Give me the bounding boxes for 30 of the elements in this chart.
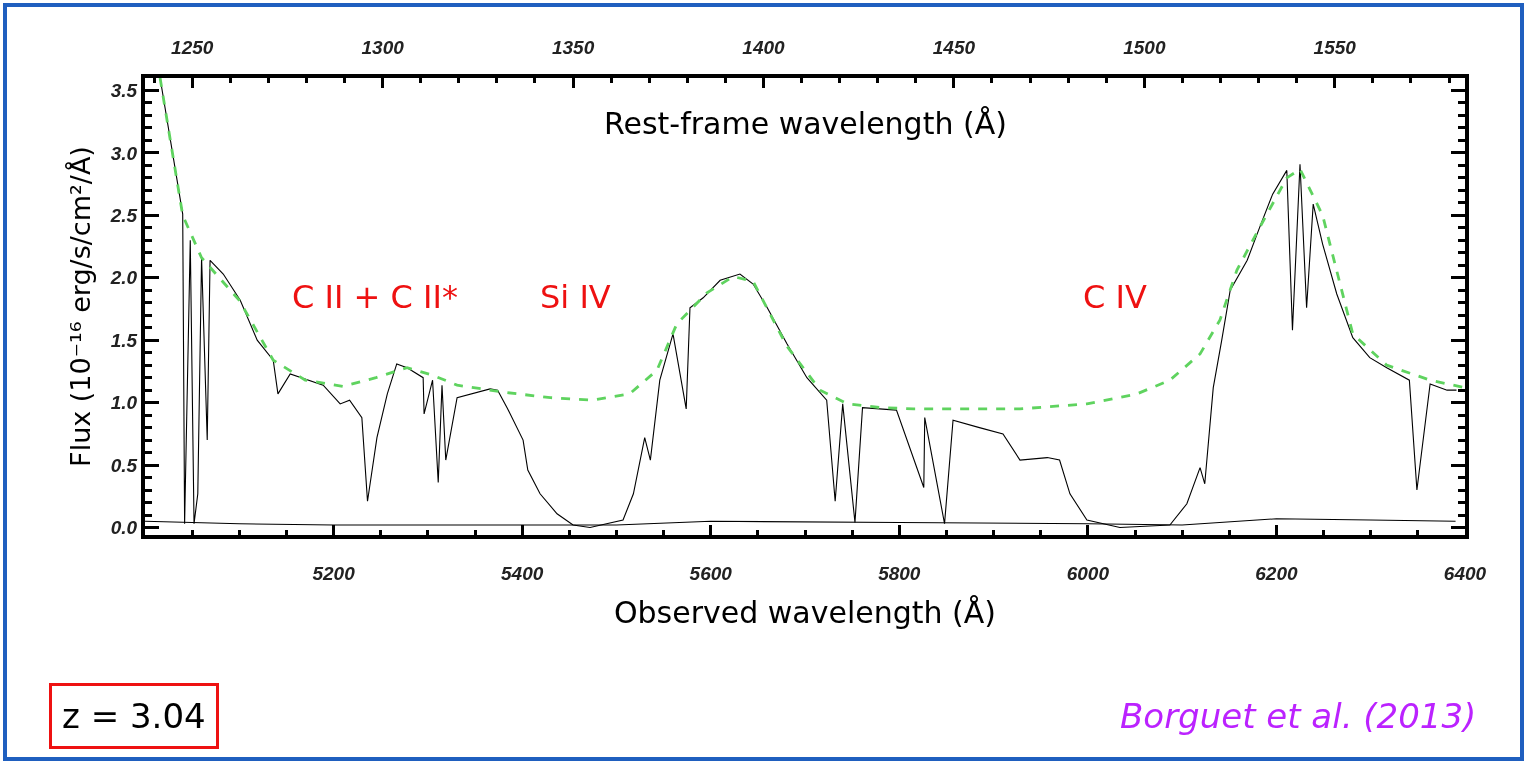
x-axis-title: Observed wavelength (Å): [613, 594, 997, 630]
y-axis-title: Flux (10⁻¹⁶ erg/s/cm²/Å): [65, 146, 97, 467]
x2-tick-label: 1550: [1313, 37, 1357, 59]
text: Borguet et al. (2013): [1120, 696, 1477, 736]
x-tick-label: 5800: [878, 562, 921, 584]
x2-tick-label: 1450: [932, 37, 976, 59]
x-tick-label: 5600: [689, 562, 733, 584]
x2-tick-label: 1500: [1123, 37, 1166, 59]
y-tick-label: 1.0: [110, 392, 138, 414]
x2-tick-label: 1250: [171, 37, 214, 59]
x2-axis-title: Rest-frame wavelength (Å): [604, 106, 1007, 141]
y-tick-label: 3.0: [110, 142, 138, 164]
y-tick-label: 0.0: [110, 517, 138, 539]
y-tick-label: 0.5: [110, 454, 138, 476]
y-tick-label: 1.5: [110, 329, 138, 351]
x2-tick-label: 1300: [361, 37, 405, 59]
x2-tick-label: 1400: [742, 37, 786, 59]
annotation: Si IV: [540, 278, 611, 316]
x-tick-label: 6400: [1443, 562, 1487, 584]
x-tick-label: 6000: [1066, 562, 1110, 584]
annotation: C IV: [1083, 278, 1147, 316]
x-tick-label: 5200: [312, 562, 356, 584]
annotation: C II + C II*: [292, 278, 458, 316]
y-tick-label: 3.5: [110, 80, 138, 102]
x-tick-label: 5400: [501, 562, 544, 584]
y-tick-label: 2.0: [109, 267, 138, 289]
x-tick-label: 6200: [1255, 562, 1298, 584]
y-tick-label: 2.5: [109, 205, 138, 226]
text: z = 3.04: [62, 696, 206, 736]
x2-tick-label: 1350: [551, 37, 595, 59]
